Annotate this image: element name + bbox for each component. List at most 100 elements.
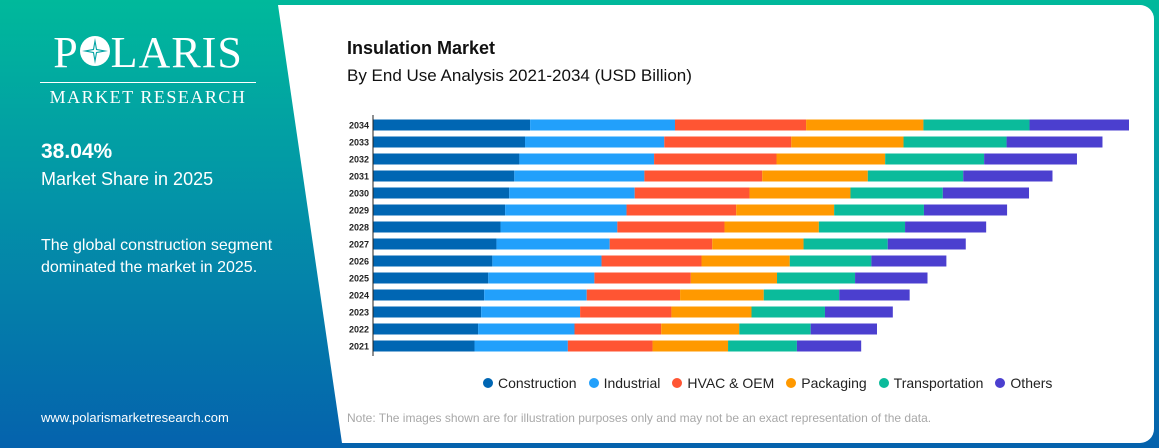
legend-dot-icon bbox=[672, 378, 683, 388]
bar-segment-others bbox=[810, 323, 877, 335]
bar-segment-transportation bbox=[728, 340, 797, 352]
bar-segment-hvac-oem bbox=[617, 221, 725, 233]
bar-segment-industrial bbox=[500, 221, 618, 233]
bar-segment-hvac-oem bbox=[574, 323, 662, 335]
bar-segment-construction bbox=[373, 221, 501, 233]
legend-label: Packaging bbox=[801, 375, 867, 391]
legend-item: Packaging bbox=[786, 375, 867, 391]
bar-segment-transportation bbox=[903, 136, 1007, 148]
y-tick-label: 2033 bbox=[349, 138, 369, 148]
y-tick-label: 2026 bbox=[349, 257, 369, 267]
disclaimer-note: Note: The images shown are for illustrat… bbox=[347, 411, 932, 425]
bar-segment-packaging bbox=[762, 170, 868, 182]
bar-segment-industrial bbox=[525, 136, 665, 148]
bar-segment-hvac-oem bbox=[580, 306, 672, 318]
legend-item: Transportation bbox=[878, 375, 984, 391]
bar-segment-others bbox=[942, 187, 1030, 199]
bar-segment-construction bbox=[373, 204, 506, 216]
bar-segment-transportation bbox=[923, 119, 1030, 131]
bar-segment-industrial bbox=[474, 340, 568, 352]
polaris-logo: P LARIS MARKET RESEARCH bbox=[40, 30, 256, 108]
logo-wordmark: P LARIS bbox=[53, 28, 243, 77]
bar-segment-hvac-oem bbox=[594, 272, 691, 284]
bar-segment-packaging bbox=[749, 187, 851, 199]
bar-segment-packaging bbox=[680, 289, 764, 301]
bar-segment-transportation bbox=[850, 187, 943, 199]
legend-dot-icon bbox=[878, 378, 889, 388]
bar-segment-packaging bbox=[712, 238, 804, 250]
segment-description: The global construction segment dominate… bbox=[41, 237, 273, 276]
legend-label: Transportation bbox=[893, 375, 984, 391]
y-tick-label: 2025 bbox=[349, 274, 369, 284]
bar-segment-transportation bbox=[803, 238, 888, 250]
bar-segment-transportation bbox=[751, 306, 825, 318]
bar-segment-construction bbox=[373, 136, 526, 148]
bar-segment-packaging bbox=[776, 153, 886, 165]
logo-divider bbox=[40, 82, 256, 83]
y-tick-label: 2028 bbox=[349, 223, 369, 233]
market-share-label: Market Share in 2025 bbox=[41, 169, 214, 189]
y-tick-label: 2029 bbox=[349, 206, 369, 216]
y-tick-label: 2022 bbox=[349, 325, 369, 335]
bar-segment-industrial bbox=[488, 272, 595, 284]
y-tick-label: 2030 bbox=[349, 189, 369, 199]
bar-segment-hvac-oem bbox=[601, 255, 702, 267]
bar-segment-transportation bbox=[834, 204, 924, 216]
legend-label: Others bbox=[1010, 375, 1053, 391]
legend-label: Construction bbox=[498, 375, 577, 391]
website-link[interactable]: www.polarismarketresearch.com bbox=[41, 410, 229, 425]
bar-segment-transportation bbox=[885, 153, 985, 165]
bar-segment-others bbox=[984, 153, 1077, 165]
bar-segment-hvac-oem bbox=[644, 170, 763, 182]
bar-segment-industrial bbox=[484, 289, 587, 301]
legend-item: Others bbox=[995, 375, 1052, 391]
bar-segment-transportation bbox=[777, 272, 856, 284]
bar-segment-transportation bbox=[763, 289, 840, 301]
bar-segment-others bbox=[923, 204, 1008, 216]
bar-segment-hvac-oem bbox=[609, 238, 713, 250]
bar-segment-others bbox=[871, 255, 947, 267]
bar-segment-others bbox=[855, 272, 928, 284]
bar-segment-hvac-oem bbox=[664, 136, 792, 148]
bar-segment-others bbox=[905, 221, 987, 233]
bar-segment-construction bbox=[373, 272, 489, 284]
bar-segment-construction bbox=[373, 306, 482, 318]
y-tick-label: 2024 bbox=[349, 291, 369, 301]
bar-segment-others bbox=[824, 306, 893, 318]
bar-segment-industrial bbox=[519, 153, 655, 165]
bar-segment-industrial bbox=[478, 323, 575, 335]
legend-label: HVAC & OEM bbox=[687, 375, 775, 391]
bar-segment-construction bbox=[373, 255, 493, 267]
legend-item: Construction bbox=[483, 375, 577, 391]
bar-segment-construction bbox=[373, 238, 497, 250]
chart-title: Insulation Market bbox=[347, 38, 496, 58]
bar-segment-hvac-oem bbox=[626, 204, 737, 216]
bar-segment-hvac-oem bbox=[567, 340, 653, 352]
bar-segment-packaging bbox=[791, 136, 904, 148]
bar-segment-hvac-oem bbox=[634, 187, 750, 199]
bar-segment-packaging bbox=[736, 204, 835, 216]
bar-segment-construction bbox=[373, 323, 479, 335]
y-tick-label: 2031 bbox=[349, 172, 369, 182]
bar-segment-construction bbox=[373, 119, 531, 131]
bar-segment-packaging bbox=[724, 221, 819, 233]
y-tick-label: 2034 bbox=[349, 121, 369, 131]
bar-segment-packaging bbox=[701, 255, 790, 267]
bar-segment-others bbox=[796, 340, 862, 352]
y-tick-label: 2021 bbox=[349, 342, 369, 352]
bar-segment-transportation bbox=[739, 323, 811, 335]
bar-segment-packaging bbox=[652, 340, 729, 352]
bar-segment-industrial bbox=[509, 187, 635, 199]
chart-legend: Construction Industrial HVAC & OEM Packagin… bbox=[483, 375, 1052, 391]
bar-segment-industrial bbox=[481, 306, 581, 318]
bar-segment-transportation bbox=[867, 170, 964, 182]
bar-segment-hvac-oem bbox=[586, 289, 681, 301]
y-tick-label: 2027 bbox=[349, 240, 369, 250]
market-share-value: 38.04% bbox=[41, 140, 113, 163]
bar-segment-industrial bbox=[530, 119, 675, 131]
legend-dot-icon bbox=[588, 378, 599, 388]
bar-segment-industrial bbox=[496, 238, 610, 250]
bar-segment-construction bbox=[373, 187, 510, 199]
bar-segment-packaging bbox=[690, 272, 778, 284]
